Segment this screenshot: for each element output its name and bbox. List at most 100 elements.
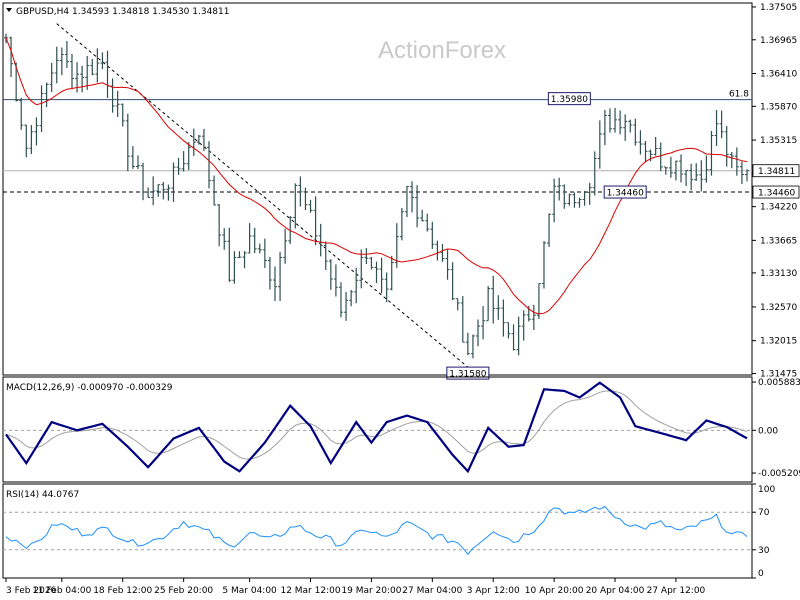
ohlc-bar <box>399 207 404 241</box>
ohlc-bar <box>201 128 206 152</box>
ohlc-bar <box>643 140 648 163</box>
ohlc-bar <box>333 264 338 297</box>
ohlc-bar <box>465 332 470 356</box>
ohlc-bar <box>709 130 714 176</box>
price-annotation: 1.34460 <box>603 185 647 199</box>
ohlc-bar <box>232 251 237 284</box>
ohlc-bar <box>24 124 29 158</box>
ohlc-bar <box>541 241 546 289</box>
ohlc-bar <box>638 130 643 155</box>
ohlc-bar <box>572 192 577 208</box>
ohlc-bar <box>668 156 673 178</box>
price-annotation: 1.31580 <box>446 366 490 380</box>
ohlc-bar <box>587 182 592 205</box>
ohlc-bar <box>237 251 242 258</box>
ohlc-bar <box>455 298 460 311</box>
ohlc-bar <box>384 272 389 303</box>
chevron-down-icon[interactable] <box>6 8 12 12</box>
time-tick-label: 3 Apr 12:00 <box>467 586 520 596</box>
ohlc-bar <box>171 162 176 202</box>
ohlc-bar <box>146 187 151 198</box>
price-tick-label: 1.31475 <box>760 369 797 379</box>
price-panel[interactable]: 1.375051.369651.364101.358701.353151.347… <box>2 2 800 380</box>
ohlc-bar <box>217 204 222 247</box>
ohlc-bar <box>745 169 749 182</box>
ohlc-bar <box>369 256 374 270</box>
ohlc-bar <box>262 238 267 268</box>
rsi-panel[interactable]: 100 70 30 0 RSI(14) 44.0767 <box>2 483 775 579</box>
ohlc-bar <box>323 241 328 271</box>
ohlc-bar <box>34 117 39 146</box>
ohlc-bar <box>252 227 257 254</box>
ohlc-bar <box>694 163 699 181</box>
ohlc-bar <box>404 185 409 218</box>
ohlc-bar <box>242 251 247 269</box>
ohlc-bar <box>135 155 140 170</box>
ohlc-bar <box>166 184 171 201</box>
time-tick-label: 11 Feb 04:00 <box>32 586 91 596</box>
ohlc-bar <box>272 266 277 302</box>
ohlc-bar <box>29 125 34 154</box>
watermark: ActionForex <box>378 37 506 64</box>
ohlc-bar <box>115 90 120 117</box>
ohlc-bar <box>161 181 166 200</box>
ohlc-bar <box>207 141 212 189</box>
ohlc-bar <box>283 228 288 264</box>
macd-tick-label: 0.00 <box>758 426 778 436</box>
ohlc-bar <box>440 244 445 262</box>
fib-618-label: 61.8 <box>729 90 749 100</box>
downtrend-line <box>56 23 469 368</box>
price-annotation-label: 1.35980 <box>551 95 588 105</box>
ohlc-bar <box>151 176 156 206</box>
ohlc-bar <box>562 184 567 209</box>
ohlc-bar <box>628 119 633 133</box>
ohlc-bar <box>85 55 90 90</box>
time-tick-label: 18 Feb 12:00 <box>93 586 152 596</box>
ohlc-bar <box>95 48 100 83</box>
support-price-badge: 1.34460 <box>752 185 800 199</box>
time-tick-label: 3 Feb 2026 <box>6 586 57 596</box>
ohlc-bar <box>450 262 455 301</box>
rsi-line <box>5 505 748 556</box>
macd-panel-header: MACD(12,26,9) -0.000970 -0.000329 <box>6 383 173 393</box>
ohlc-bar <box>141 162 146 201</box>
ohlc-bar <box>379 257 384 294</box>
ohlc-bar <box>64 40 69 68</box>
ohlc-bar <box>19 97 24 130</box>
ohlc-bar <box>394 223 399 268</box>
ohlc-bar <box>344 291 349 321</box>
ohlc-bar <box>501 299 506 337</box>
ohlc-bars <box>4 33 749 359</box>
ohlc-bar <box>511 324 516 351</box>
ohlc-bar <box>689 163 694 191</box>
price-annotation: 1.35980 <box>547 92 591 106</box>
ohlc-bar <box>9 36 14 78</box>
ohlc-bar <box>328 259 333 290</box>
ohlc-bar <box>349 289 354 307</box>
ohlc-bar <box>557 177 562 201</box>
ohlc-bar <box>699 160 704 192</box>
macd-panel-frame <box>2 376 753 483</box>
ohlc-bar <box>460 296 465 343</box>
macd-tick-label: 0.005883 <box>758 378 800 388</box>
time-tick-label: 27 Mar 04:00 <box>402 586 462 596</box>
ohlc-bar <box>476 319 481 347</box>
ohlc-bar <box>364 248 369 265</box>
rsi-tick-label: 100 <box>758 485 775 495</box>
ohlc-bar <box>658 142 663 172</box>
ohlc-bar <box>49 62 54 92</box>
ohlc-bar <box>80 65 85 93</box>
ohlc-bar <box>491 275 496 324</box>
price-tick-label: 1.37505 <box>760 3 797 13</box>
ohlc-bar <box>222 228 227 250</box>
price-tick-label: 1.32015 <box>760 337 797 347</box>
macd-panel[interactable]: 0.005883 0.00 -0.005209 MACD(12,26,9) -0.00… <box>2 376 800 483</box>
ohlc-bar <box>618 110 623 135</box>
ohlc-bar <box>531 304 536 330</box>
ohlc-bar <box>196 134 201 145</box>
time-tick-label: 10 Apr 20:00 <box>525 586 584 596</box>
price-tick-label: 1.35315 <box>760 136 797 146</box>
ohlc-bar <box>481 306 486 340</box>
ohlc-bar <box>470 334 475 359</box>
